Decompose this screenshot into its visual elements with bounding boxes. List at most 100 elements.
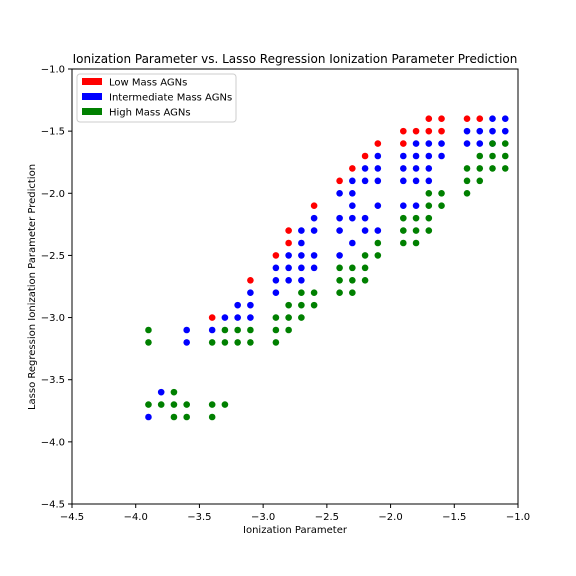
data-point-s2-11 (208, 413, 216, 421)
data-point-s1-46 (400, 177, 407, 185)
data-point-s0-2 (272, 252, 280, 259)
data-point-s0-16 (438, 127, 445, 135)
data-point-s2-39 (374, 239, 382, 247)
data-point-s2-27 (298, 314, 305, 321)
x-tick-label: −3.0 (251, 512, 275, 523)
data-point-s0-13 (425, 115, 433, 123)
data-point-s0-3 (285, 227, 292, 234)
data-point-s2-9 (208, 339, 216, 346)
data-point-s0-10 (400, 127, 407, 135)
data-point-s1-34 (349, 239, 356, 247)
data-point-s1-36 (361, 177, 369, 185)
data-point-s2-52 (438, 202, 445, 210)
data-point-s0-7 (349, 165, 356, 172)
data-point-s2-49 (425, 214, 433, 222)
data-point-s1-66 (501, 115, 509, 123)
x-tick-label: −3.5 (187, 512, 211, 523)
data-point-s1-5 (221, 314, 229, 321)
data-point-s2-15 (234, 326, 241, 334)
data-point-s1-20 (298, 264, 305, 272)
data-point-s2-38 (361, 276, 369, 284)
data-point-s1-25 (310, 264, 318, 272)
legend-entry-label: Intermediate Mass AGNs (109, 93, 232, 104)
data-point-s1-60 (463, 140, 471, 147)
data-point-s1-59 (463, 127, 471, 135)
data-point-s1-35 (361, 165, 369, 172)
data-point-s1-29 (336, 252, 343, 259)
y-axis: −4.5 −4.0 −3.5 −3.0 −2.5 −2.0 −1.5 −1.0 (41, 65, 72, 511)
data-point-s2-23 (285, 314, 292, 321)
data-point-s1-41 (374, 177, 382, 185)
data-point-s2-47 (425, 189, 433, 197)
data-point-s1-52 (412, 202, 420, 210)
data-point-s2-7 (183, 401, 190, 408)
data-point-s1-17 (298, 227, 305, 234)
data-point-s2-28 (310, 289, 318, 297)
data-point-s0-0 (208, 314, 216, 321)
data-point-s2-0 (145, 326, 152, 334)
x-tick-label: −4.0 (124, 512, 148, 523)
data-point-s1-53 (425, 140, 433, 147)
data-point-s1-32 (349, 202, 356, 210)
data-point-s1-2 (183, 326, 190, 334)
data-point-s1-22 (310, 214, 318, 222)
data-point-s2-24 (285, 326, 292, 334)
data-point-s1-38 (361, 227, 369, 234)
data-point-s0-8 (361, 152, 369, 160)
data-point-s2-50 (425, 227, 433, 234)
data-point-s2-55 (463, 189, 471, 197)
data-point-s1-3 (183, 339, 190, 346)
data-point-s2-3 (157, 401, 165, 408)
data-point-s2-13 (221, 326, 229, 334)
x-axis: −4.5 −4.0 −3.5 −3.0 −2.5 −2.0 −1.5 −1.0 (60, 504, 530, 523)
data-point-s2-8 (183, 413, 190, 421)
y-tick-label: −2.0 (41, 189, 65, 200)
data-point-s0-11 (400, 140, 407, 147)
data-point-s1-4 (208, 326, 216, 334)
data-point-s2-64 (501, 165, 509, 172)
legend-swatch (82, 93, 102, 100)
data-point-s1-24 (310, 252, 318, 259)
data-point-s2-16 (234, 339, 241, 346)
data-point-s2-17 (247, 326, 254, 334)
data-point-s2-61 (489, 165, 496, 172)
y-tick-label: −4.5 (41, 500, 65, 511)
chart-title: Ionization Parameter vs. Lasso Regressio… (73, 52, 518, 66)
data-point-s2-62 (501, 140, 509, 147)
data-point-s0-1 (247, 276, 254, 284)
data-point-s1-1 (157, 388, 165, 396)
data-point-s1-48 (412, 140, 420, 147)
data-point-s2-1 (145, 339, 152, 346)
data-point-s2-31 (336, 276, 343, 284)
legend-entry-label: High Mass AGNs (109, 108, 191, 119)
data-point-s1-31 (349, 189, 356, 197)
data-point-s2-37 (361, 264, 369, 272)
data-point-s1-7 (234, 314, 241, 321)
data-point-s2-48 (425, 202, 433, 210)
data-point-s2-12 (221, 401, 229, 408)
data-point-s1-19 (298, 252, 305, 259)
data-point-s1-43 (374, 227, 382, 234)
plot-frame (71, 68, 519, 505)
data-point-s1-57 (438, 140, 445, 147)
data-point-s1-58 (438, 152, 445, 160)
data-point-s2-32 (336, 289, 343, 297)
data-point-s2-22 (285, 301, 292, 309)
data-point-s0-15 (438, 115, 445, 123)
data-point-s2-10 (208, 401, 216, 408)
data-point-s2-6 (170, 413, 178, 421)
y-tick-label: −4.0 (41, 437, 65, 448)
data-point-s1-6 (234, 301, 241, 309)
data-point-s1-30 (349, 177, 356, 185)
data-point-s0-12 (412, 127, 420, 135)
data-point-s2-40 (374, 252, 382, 259)
data-point-s2-5 (170, 401, 178, 408)
data-point-s2-45 (412, 227, 420, 234)
data-point-s2-46 (412, 239, 420, 247)
data-point-s2-56 (476, 152, 484, 160)
data-point-s1-0 (145, 413, 152, 421)
data-point-s2-58 (476, 177, 484, 185)
data-point-s1-8 (247, 289, 254, 297)
data-point-s0-17 (463, 115, 471, 123)
